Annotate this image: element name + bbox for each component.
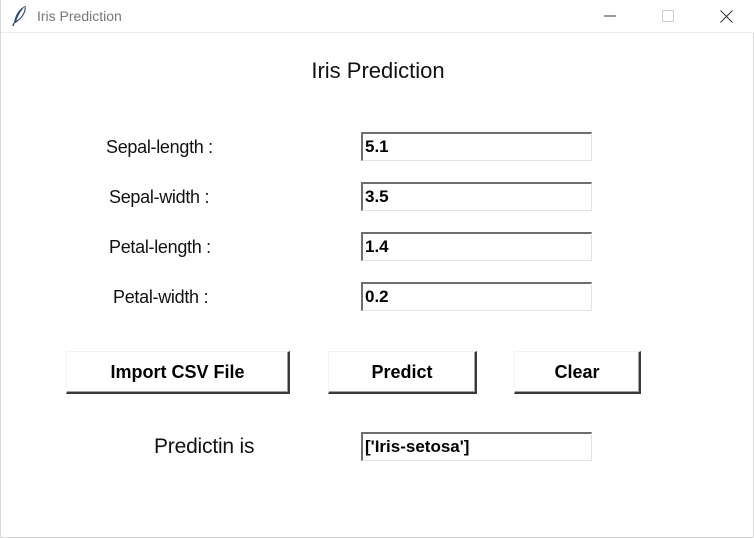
prediction-label: Predictin is [154, 435, 255, 458]
sepal-width-label: Sepal-width : [109, 187, 210, 207]
sepal-length-label: Sepal-length : [106, 137, 213, 157]
close-button[interactable] [703, 0, 749, 32]
petal-width-input[interactable]: 0.2 [361, 282, 592, 311]
clear-button[interactable]: Clear [514, 351, 641, 394]
petal-length-label: Petal-length : [109, 237, 211, 257]
import-csv-button[interactable]: Import CSV File [66, 351, 290, 394]
sepal-length-input[interactable]: 5.1 [361, 132, 592, 161]
page-title: Iris Prediction [311, 58, 445, 83]
minimize-icon [604, 15, 616, 17]
petal-width-label: Petal-width : [113, 287, 209, 307]
title-bar[interactable]: Iris Prediction [1, 0, 754, 33]
feather-icon [11, 5, 29, 27]
prediction-output[interactable]: ['Iris-setosa'] [361, 432, 592, 461]
sepal-width-input[interactable]: 3.5 [361, 182, 592, 211]
maximize-icon [662, 10, 674, 22]
maximize-button[interactable] [645, 0, 691, 32]
petal-length-input[interactable]: 1.4 [361, 232, 592, 261]
close-icon [719, 9, 733, 23]
minimize-button[interactable] [587, 0, 633, 32]
window-title: Iris Prediction [37, 8, 122, 24]
predict-button[interactable]: Predict [328, 351, 477, 394]
